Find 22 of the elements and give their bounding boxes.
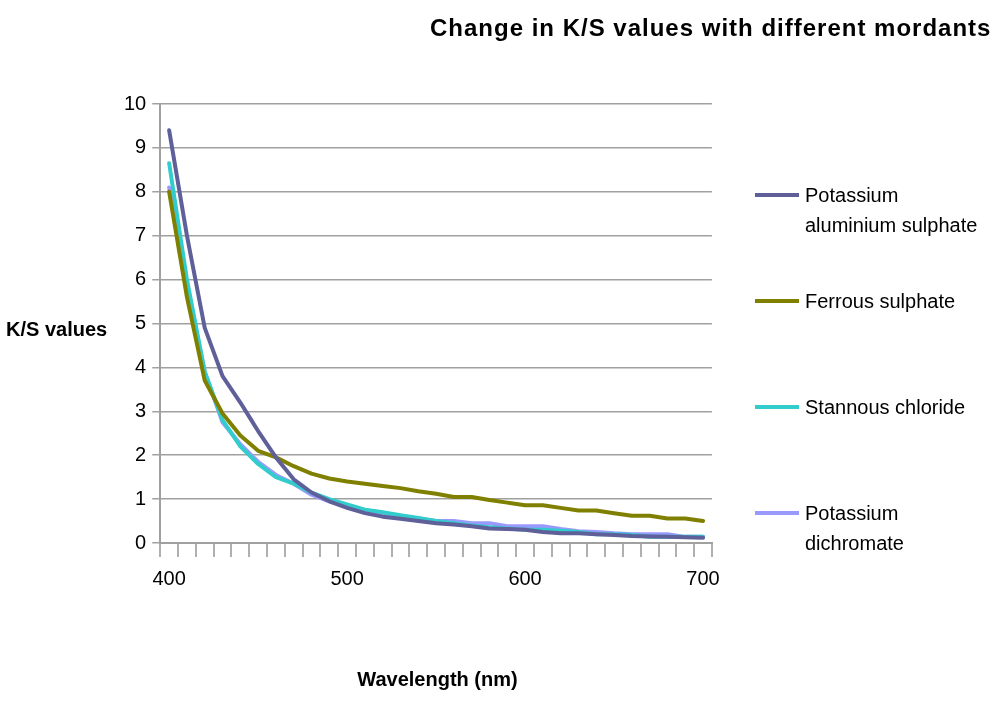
chart-title: Change in K/S values with different mordants: [430, 14, 992, 42]
y-tick-label: 1: [135, 486, 147, 509]
y-tick-label: 0: [135, 530, 147, 553]
x-tick-label: 500: [330, 566, 364, 589]
x-tick-label: 400: [152, 566, 186, 589]
y-tick-label: 4: [135, 354, 147, 377]
legend-label: Stannous chloride: [805, 395, 967, 420]
y-tick-label: 3: [135, 398, 147, 421]
y-tick-label: 7: [135, 223, 147, 246]
y-tick-label: 10: [124, 91, 147, 114]
y-axis-title: K/S values: [6, 318, 108, 341]
y-tick-label: 5: [135, 311, 147, 334]
legend-label: Potassium aluminium sulphate: [805, 183, 979, 238]
y-tick-label: 9: [135, 135, 147, 158]
y-tick-label: 6: [135, 267, 147, 290]
legend-label: Ferrous sulphate: [805, 289, 957, 314]
y-tick-label: 8: [135, 179, 147, 202]
y-tick-label: 2: [135, 442, 147, 465]
x-axis-title: Wavelength (nm): [356, 668, 519, 691]
x-tick-label: 600: [508, 566, 542, 589]
x-tick-label: 700: [686, 566, 720, 589]
legend-label: Potassium dichromate: [805, 501, 905, 556]
